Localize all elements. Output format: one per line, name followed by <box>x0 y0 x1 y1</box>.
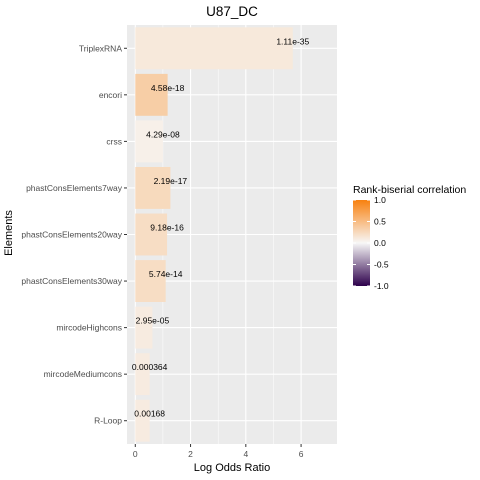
bar-value-label: 2.19e-17 <box>154 176 188 186</box>
legend-colorbar <box>353 200 370 286</box>
y-tick-label: mircodeHighcons <box>56 323 122 333</box>
y-axis-ticks: TriplexRNA encori crss phastConsElements7wa… <box>21 43 127 426</box>
y-tick-label: R-Loop <box>94 416 122 426</box>
chart-title: U87_DC <box>206 4 258 19</box>
y-axis-title: Elements <box>3 210 15 256</box>
bar-labels: 1.11e-35 4.58e-18 4.29e-08 2.19e-17 9.18e-16… <box>132 36 310 418</box>
bar <box>135 260 166 303</box>
bar <box>135 166 171 209</box>
y-tick-label: encori <box>99 90 122 100</box>
bar <box>135 120 163 163</box>
y-tick-label: TriplexRNA <box>79 43 122 53</box>
bar <box>135 73 168 116</box>
legend: Rank-biserial correlation 1.0 0.5 0.0 -0.5 -… <box>353 184 466 291</box>
legend-tick-label: 0.0 <box>374 238 386 248</box>
legend-title: Rank-biserial correlation <box>353 184 466 196</box>
bar-value-label: 5.74e-14 <box>149 269 183 279</box>
x-axis-ticks: 0 2 4 6 <box>133 444 304 459</box>
y-tick-label: phastConsElements20way <box>21 230 122 240</box>
bar <box>135 399 150 442</box>
bar-value-label: 0.00168 <box>134 409 165 419</box>
x-axis-title: Log Odds Ratio <box>194 462 270 474</box>
y-tick-label: phastConsElements30way <box>21 276 122 286</box>
x-tick-label: 4 <box>243 449 248 459</box>
x-tick-label: 0 <box>133 449 138 459</box>
y-tick-label: crss <box>106 136 122 146</box>
legend-tick-label: 0.5 <box>374 217 386 227</box>
bar-value-label: 4.58e-18 <box>151 83 185 93</box>
bar <box>135 306 153 349</box>
y-tick-label: mircodeMediumcons <box>44 369 122 379</box>
bar <box>135 27 293 70</box>
bar <box>135 353 150 396</box>
bars <box>135 27 293 442</box>
bar <box>135 213 168 256</box>
legend-tick-label: 1.0 <box>374 195 386 205</box>
legend-tick-label: -1.0 <box>374 281 389 291</box>
bar-value-label: 2.95e-05 <box>136 316 170 326</box>
bar-value-label: 9.18e-16 <box>150 223 184 233</box>
x-tick-label: 6 <box>299 449 304 459</box>
legend-tick-label: -0.5 <box>374 260 389 270</box>
y-tick-label: phastConsElements7way <box>26 183 123 193</box>
x-tick-label: 2 <box>188 449 193 459</box>
bar-value-label: 4.29e-08 <box>146 129 180 139</box>
bar-value-label: 0.000364 <box>132 362 168 372</box>
bar-value-label: 1.11e-35 <box>276 36 309 46</box>
